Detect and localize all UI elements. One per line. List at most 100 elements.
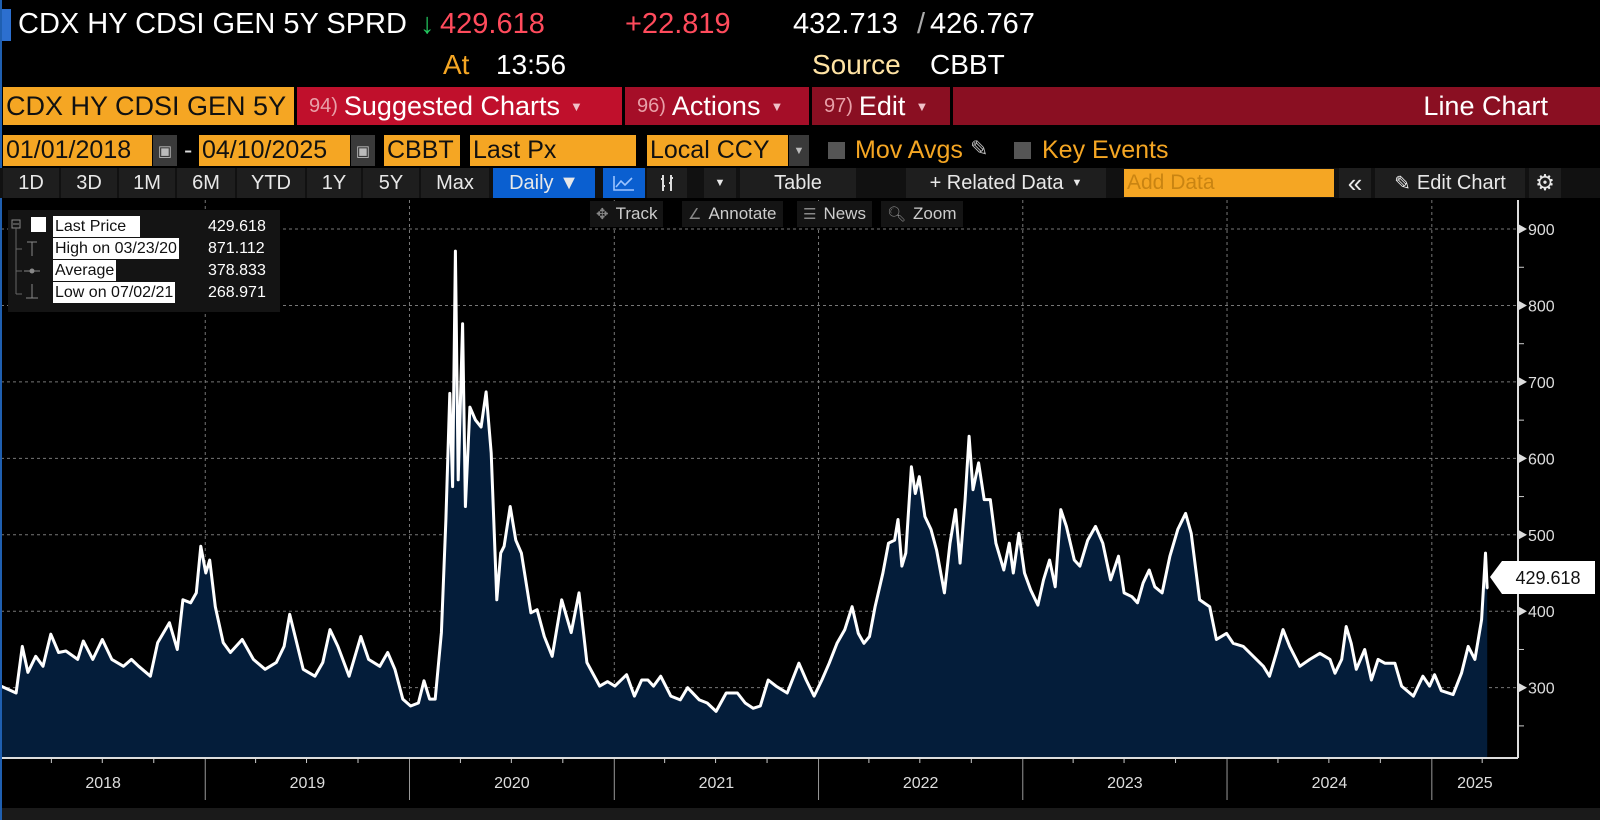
suggested-charts-menu[interactable]: 94) Suggested Charts ▼ — [297, 87, 622, 125]
currency-dropdown-button[interactable]: ▼ — [789, 135, 809, 166]
price-point — [57, 651, 60, 654]
x-tick-label: 2023 — [1107, 775, 1143, 792]
price-point — [1086, 539, 1089, 541]
chart-style-dropdown[interactable]: ▼ — [704, 168, 736, 198]
last-price: 429.618 — [440, 8, 545, 40]
price-point — [679, 699, 682, 701]
pricing-source-input[interactable]: CBBT — [384, 135, 460, 166]
price-point — [670, 695, 672, 697]
price-line — [0, 249, 1489, 713]
key-events-checkbox[interactable] — [1014, 142, 1031, 159]
security-field[interactable]: CDX HY CDSI GEN 5Y — [3, 87, 294, 125]
price-point — [34, 655, 37, 658]
price-point — [520, 552, 523, 554]
price-point — [1467, 645, 1469, 648]
price-point — [1198, 598, 1201, 601]
line-chart-icon[interactable] — [603, 168, 645, 198]
price-point — [149, 675, 152, 678]
range-3d[interactable]: 3D — [61, 168, 117, 198]
price-point — [1148, 569, 1151, 571]
range-5y[interactable]: 5Y — [363, 168, 419, 198]
price-point — [457, 478, 459, 481]
track-label: Track — [615, 204, 658, 223]
y-tick-label: 700 — [1528, 375, 1555, 392]
price-point — [222, 641, 224, 644]
range-1d[interactable]: 1D — [3, 168, 59, 198]
price-point — [1232, 642, 1234, 645]
calendar-icon[interactable]: ▣ — [351, 135, 375, 166]
price-point — [1384, 662, 1386, 665]
price-point — [536, 608, 538, 611]
range-1y[interactable]: 1Y — [307, 168, 361, 198]
calendar-icon[interactable]: ▣ — [153, 135, 177, 166]
news-tool[interactable]: ☰ News — [797, 201, 872, 227]
price-point — [27, 671, 29, 674]
price-point — [1394, 662, 1396, 665]
chart-legend[interactable]: Last Price 429.618 High on 03/23/20 871.… — [8, 210, 280, 312]
field-input[interactable]: Last Px — [470, 135, 636, 166]
price-point — [214, 605, 217, 608]
time-label: At — [443, 49, 470, 80]
price-point — [652, 685, 655, 687]
price-point — [977, 462, 980, 464]
price-point — [199, 545, 202, 548]
annotate-tool[interactable]: ∠ Annotate — [682, 201, 783, 227]
related-data-button[interactable]: + Related Data ▼ — [906, 168, 1106, 198]
price-point — [798, 662, 800, 665]
price-point — [1334, 672, 1336, 674]
y-tick-marker — [1518, 682, 1527, 693]
price-point — [1370, 679, 1373, 681]
add-data-input[interactable] — [1124, 169, 1334, 197]
price-point — [360, 635, 362, 638]
gear-icon[interactable]: ⚙ — [1529, 168, 1561, 198]
update-time: 13:56 — [496, 49, 567, 80]
zoom-tool[interactable]: 🔍︎ Zoom — [881, 201, 963, 227]
price-point — [659, 675, 662, 678]
price-point — [1433, 673, 1436, 676]
price-point — [1117, 555, 1120, 558]
mov-avgs-checkbox[interactable] — [828, 142, 845, 159]
range-ytd[interactable]: YTD — [237, 168, 305, 198]
price-point — [1474, 658, 1476, 661]
table-button[interactable]: Table — [740, 168, 856, 198]
y-tick-label: 900 — [1528, 222, 1555, 239]
end-date-input[interactable]: 04/10/2025 — [199, 135, 350, 166]
price-point — [1054, 585, 1057, 588]
legend-tree-lines — [11, 219, 40, 299]
price-point — [176, 648, 179, 651]
price-point — [1048, 559, 1051, 561]
range-1m[interactable]: 1M — [119, 168, 175, 198]
track-tool[interactable]: ✥ Track — [590, 201, 664, 227]
price-point — [1242, 645, 1245, 648]
edit-chart-button[interactable]: ✎ Edit Chart — [1375, 168, 1525, 198]
y-tick-marker — [1518, 300, 1527, 311]
currency-select[interactable]: Local CCY — [647, 135, 788, 166]
price-point — [321, 661, 324, 664]
collapse-button[interactable]: « — [1339, 168, 1371, 198]
price-point — [1169, 555, 1171, 558]
actions-menu[interactable]: 96) Actions ▼ — [625, 87, 809, 125]
menu-label: Suggested Charts — [343, 90, 561, 121]
edit-menu[interactable]: 97) Edit ▼ — [812, 87, 950, 125]
price-point — [1101, 542, 1104, 545]
last-price-tag: 429.618 — [1490, 561, 1595, 594]
range-max[interactable]: Max — [421, 168, 489, 198]
mov-avgs-label: Mov Avgs — [855, 136, 963, 164]
key-events-label: Key Events — [1042, 136, 1169, 164]
price-point — [65, 650, 67, 652]
price-point — [1037, 604, 1039, 606]
frequency-dropdown[interactable]: Daily ▼ — [493, 168, 595, 198]
range-6m[interactable]: 6M — [177, 168, 235, 198]
price-point — [1329, 658, 1331, 661]
pencil-icon[interactable]: ✎ — [970, 136, 989, 161]
start-date-input[interactable]: 01/01/2018 — [3, 135, 152, 166]
axes: 300 400 500 600 700 800 900 2018 2019 2020 2021 202… — [0, 200, 1555, 800]
price-point — [208, 559, 211, 561]
price-point — [570, 631, 573, 634]
price-point — [82, 640, 85, 642]
price-point — [423, 679, 425, 682]
price-point — [495, 598, 498, 601]
price-point — [744, 702, 747, 704]
bar-chart-icon[interactable] — [647, 168, 687, 198]
